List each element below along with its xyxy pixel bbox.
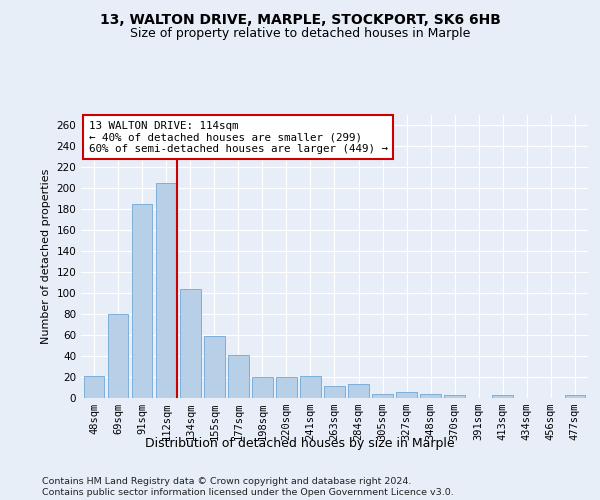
Bar <box>565 396 585 398</box>
Text: Distribution of detached houses by size in Marple: Distribution of detached houses by size … <box>145 438 455 450</box>
Bar <box>276 376 296 398</box>
Bar <box>204 336 224 398</box>
Bar <box>132 204 152 398</box>
Bar <box>300 376 320 398</box>
Bar <box>324 386 345 398</box>
Text: Size of property relative to detached houses in Marple: Size of property relative to detached ho… <box>130 28 470 40</box>
Bar <box>373 394 393 398</box>
Text: 13 WALTON DRIVE: 114sqm
← 40% of detached houses are smaller (299)
60% of semi-d: 13 WALTON DRIVE: 114sqm ← 40% of detache… <box>89 120 388 154</box>
Bar <box>108 314 128 398</box>
Bar <box>180 288 200 398</box>
Bar <box>349 384 369 398</box>
Bar <box>397 392 417 398</box>
Y-axis label: Number of detached properties: Number of detached properties <box>41 168 51 344</box>
Bar <box>84 376 104 398</box>
Bar <box>228 354 248 398</box>
Bar <box>445 396 465 398</box>
Text: 13, WALTON DRIVE, MARPLE, STOCKPORT, SK6 6HB: 13, WALTON DRIVE, MARPLE, STOCKPORT, SK6… <box>100 12 500 26</box>
Bar <box>421 394 441 398</box>
Bar <box>493 396 513 398</box>
Text: Contains HM Land Registry data © Crown copyright and database right 2024.
Contai: Contains HM Land Registry data © Crown c… <box>42 478 454 497</box>
Bar <box>252 376 272 398</box>
Bar <box>156 183 176 398</box>
